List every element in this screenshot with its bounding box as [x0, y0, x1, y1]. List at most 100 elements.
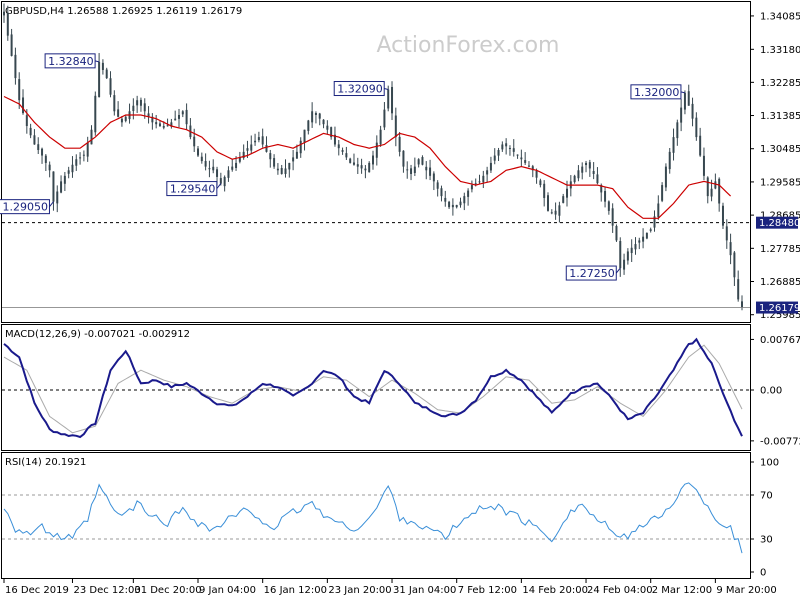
callout-leader-5 [680, 91, 686, 94]
candle-body-101 [387, 89, 390, 109]
price-panel-header: GBPUSD,H4 1.26588 1.26925 1.26119 1.2617… [5, 6, 242, 17]
candle-body-148 [566, 188, 569, 198]
price-plot: 1.34085 1.33180 1.32285 1.31385 1.30485 1.295… [0, 3, 800, 321]
last-price-label: 1.26179 [759, 303, 800, 314]
price-y-tick-label-5: 1.29585 [760, 177, 800, 188]
callout-box-1 [44, 53, 96, 69]
rsi-y-tick-label-0: 100 [760, 458, 779, 469]
candle-body-181 [691, 103, 694, 119]
callout-leader-4 [615, 267, 621, 274]
candle-body-189 [721, 205, 724, 226]
candle-body-165 [630, 247, 633, 254]
candle-body-37 [143, 103, 146, 112]
candle-body-188 [718, 178, 721, 204]
candle-body-14 [56, 191, 59, 204]
candle-body-82 [314, 113, 317, 115]
macd-line [3, 337, 743, 439]
x-tick-label-3: 9 Jan 04:00 [199, 585, 256, 596]
price-y-tick-label-4: 1.30485 [760, 144, 800, 155]
candle-body-161 [615, 225, 618, 241]
candle-body-153 [585, 162, 588, 166]
candle-body-185 [706, 177, 709, 197]
candle-body-187 [714, 181, 717, 189]
candle-body-1 [6, 12, 9, 36]
macd-y-tick-label-1: 0.00 [760, 386, 782, 397]
candle-body-30 [117, 109, 120, 117]
candle-body-29 [113, 95, 116, 112]
candle-body-2 [10, 34, 13, 56]
candle-body-93 [356, 164, 359, 167]
candle-body-35 [136, 100, 139, 106]
rsi-y-tick-label-1: 70 [760, 491, 773, 502]
candle-body-27 [105, 69, 108, 79]
candle-body-116 [444, 197, 447, 202]
candle-body-3 [14, 54, 17, 79]
callout-label-0: 1.29050 [2, 201, 48, 214]
candle-body-68 [261, 136, 264, 145]
candle-body-7 [29, 127, 32, 136]
candle-body-83 [318, 113, 321, 119]
x-tick-label-1: 23 Dec 12:00 [73, 585, 140, 596]
candle-body-137 [524, 160, 527, 163]
candle-body-166 [634, 244, 637, 250]
rsi-plot: 100 70 30 0 [2, 458, 779, 579]
candle-body-194 [741, 301, 743, 308]
candle-body-25 [98, 61, 101, 98]
candle-body-175 [668, 151, 671, 170]
callout-box-2 [166, 181, 218, 197]
candle-body-17 [67, 170, 70, 174]
macd-panel-header: MACD(12,26,9) -0.007021 -0.002912 [5, 329, 190, 340]
candle-body-95 [364, 168, 367, 171]
candle-body-64 [246, 148, 249, 151]
candle-body-124 [474, 183, 477, 185]
candle-body-131 [501, 144, 504, 150]
candle-body-56 [216, 169, 219, 177]
candle-body-11 [44, 155, 47, 163]
candle-body-98 [375, 142, 378, 158]
macd-plot: 0.007676 0.00 -0.007721 [2, 335, 800, 447]
callout-box-0 [0, 199, 50, 215]
x-tick-label-7: 7 Feb 12:00 [458, 585, 517, 596]
callout-box-3 [333, 81, 385, 97]
candle-body-59 [227, 170, 230, 178]
candle-body-73 [280, 168, 283, 174]
candle-body-92 [352, 162, 355, 165]
callout-label-5: 1.32000 [634, 86, 680, 99]
candle-body-160 [611, 208, 614, 226]
candle-body-40 [155, 122, 158, 125]
candle-body-125 [478, 181, 481, 183]
callout-leader-1 [94, 60, 100, 63]
candle-body-155 [592, 170, 595, 174]
price-y-tick-label-0: 1.34085 [760, 11, 800, 22]
candle-body-39 [151, 116, 154, 123]
callout-box-5 [630, 84, 682, 100]
candle-body-70 [269, 153, 272, 160]
price-y-tick-label-3: 1.31385 [760, 111, 800, 122]
candle-body-144 [550, 212, 553, 214]
candle-body-162 [619, 240, 622, 269]
candle-body-132 [505, 143, 508, 147]
candle-body-120 [459, 201, 462, 206]
candle-body-61 [235, 162, 238, 168]
candle-body-81 [311, 111, 314, 123]
candle-body-43 [166, 125, 169, 127]
candle-body-54 [208, 168, 211, 170]
last-price-bg [756, 301, 798, 314]
candle-body-8 [33, 135, 36, 145]
candle-body-66 [254, 140, 257, 143]
candle-body-32 [124, 116, 127, 121]
candle-body-141 [539, 180, 542, 186]
candle-body-136 [520, 157, 523, 160]
candle-body-127 [486, 170, 489, 175]
candle-body-10 [41, 148, 44, 156]
candle-body-164 [626, 251, 629, 261]
candle-body-38 [147, 113, 150, 117]
candle-body-186 [710, 188, 713, 197]
candle-body-85 [326, 125, 329, 130]
candle-body-111 [425, 166, 428, 171]
level-label: 1.28480 [759, 218, 800, 229]
candle-body-147 [562, 196, 565, 203]
x-tick-label-10: 2 Mar 12:00 [652, 585, 712, 596]
rsi-y-tick-label-3: 0 [760, 568, 766, 579]
candle-body-24 [94, 95, 97, 133]
